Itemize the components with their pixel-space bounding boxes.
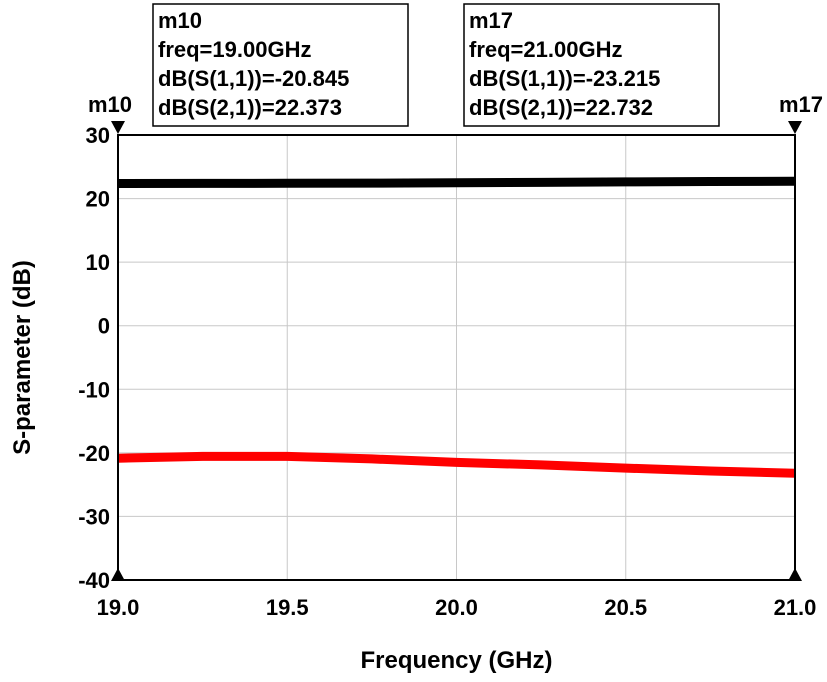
y-tick-label: -10: [78, 377, 110, 402]
y-tick-label: 30: [86, 123, 110, 148]
marker-name-label: m17: [779, 92, 823, 117]
marker-readout-box: [463, 3, 720, 127]
x-tick-label: 20.5: [604, 595, 647, 620]
marker-readout-line: freq=19.00GHz: [158, 37, 311, 62]
marker-m17[interactable]: m17 m17 freq=21.00GHz dB(S(1,1))=-23.215 dB(…: [463, 3, 823, 581]
marker-m10[interactable]: m10 m10 freq=19.00GHz dB(S(1,1))=-20.845 dB(…: [88, 3, 409, 581]
series-group: [117, 176, 796, 478]
marker-readout-line: dB(S(2,1))=22.732: [469, 95, 653, 120]
x-tick-label: 20.0: [435, 595, 478, 620]
marker-bottom-triangle-icon[interactable]: [788, 568, 802, 581]
x-tick-label: 21.0: [774, 595, 817, 620]
tick-labels: 19.0 19.5 20.0 20.5 21.0 30 20 10 0 -10 -20 -30 -40: [78, 123, 816, 620]
marker-name-label: m10: [88, 92, 132, 117]
y-tick-label: 0: [98, 314, 110, 339]
marker-readout-line: freq=21.00GHz: [469, 37, 622, 62]
marker-top-triangle-icon[interactable]: [788, 121, 802, 134]
marker-readout-line: dB(S(1,1))=-20.845: [158, 66, 349, 91]
marker-readout-line: dB(S(1,1))=-23.215: [469, 66, 660, 91]
y-tick-label: -40: [78, 568, 110, 593]
x-axis-title: Frequency (GHz): [360, 647, 552, 674]
series-line-s21: [117, 176, 796, 188]
y-tick-label: -30: [78, 504, 110, 529]
y-axis-title: S-parameter (dB): [9, 260, 36, 455]
marker-readout-line: m10: [158, 8, 202, 33]
series-line-s11: [117, 451, 796, 478]
marker-top-triangle-icon[interactable]: [111, 121, 125, 134]
y-tick-label: -20: [78, 441, 110, 466]
marker-readout-line: m17: [469, 8, 513, 33]
y-tick-label: 10: [86, 250, 110, 275]
y-tick-label: 20: [86, 187, 110, 212]
grid: [118, 135, 795, 580]
x-tick-label: 19.5: [266, 595, 309, 620]
x-tick-label: 19.0: [97, 595, 140, 620]
marker-readout-line: dB(S(2,1))=22.373: [158, 95, 342, 120]
markers-group: m10 m10 freq=19.00GHz dB(S(1,1))=-20.845 dB(…: [88, 3, 823, 581]
marker-readout-box: [152, 3, 409, 127]
marker-bottom-triangle-icon[interactable]: [111, 568, 125, 581]
